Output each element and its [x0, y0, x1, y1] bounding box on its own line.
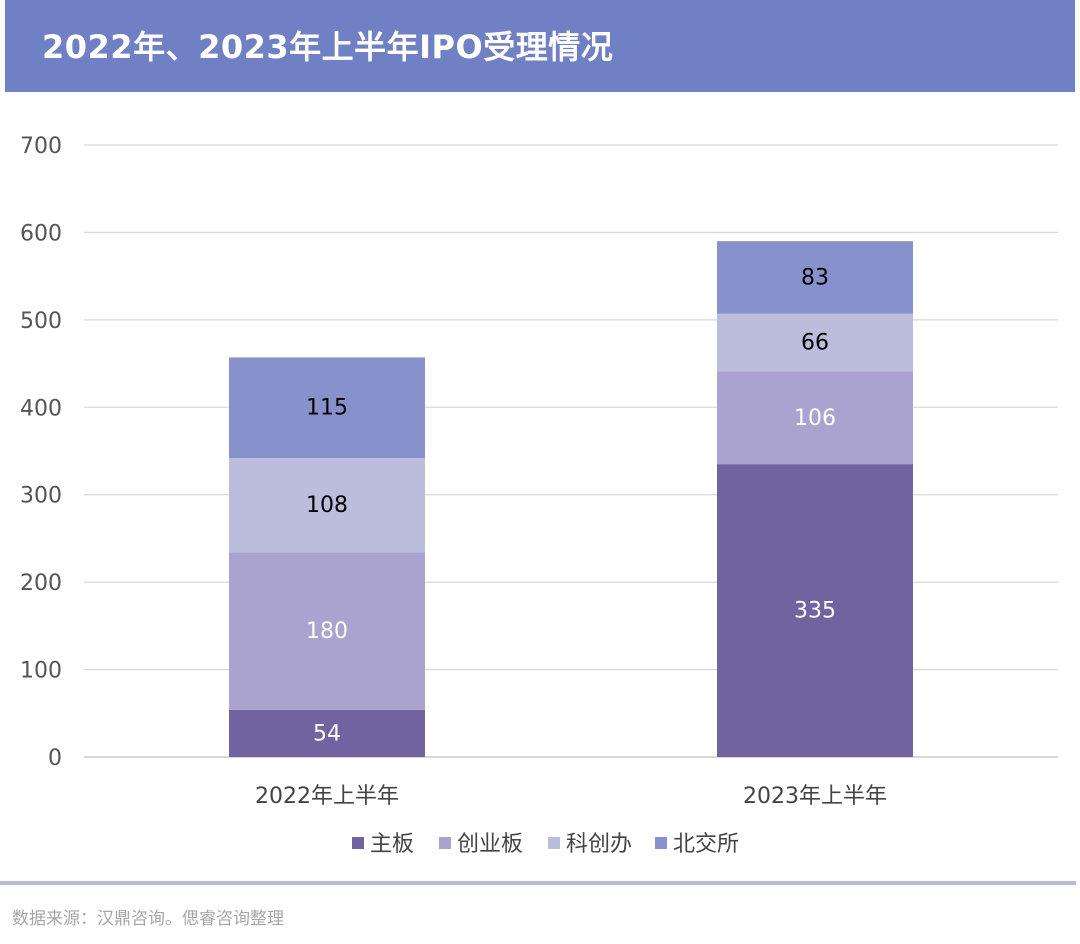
legend-label: 创业板 — [457, 832, 523, 857]
bar-segment — [229, 552, 425, 710]
source-note: 数据来源：汉鼎咨询。偲睿咨询整理 — [12, 909, 284, 929]
footer-divider — [0, 881, 1076, 885]
y-tick-label: 0 — [48, 746, 62, 771]
page-title: 2022年、2023年上半年IPO受理情况 — [42, 28, 614, 66]
legend-swatch — [548, 837, 560, 849]
data-label: 335 — [794, 599, 836, 624]
legend-label: 主板 — [370, 832, 414, 857]
legend-swatch — [439, 837, 451, 849]
y-tick-label: 200 — [20, 571, 62, 596]
data-label: 108 — [306, 493, 348, 518]
legend-swatch — [352, 837, 364, 849]
y-tick-label: 500 — [20, 309, 62, 334]
data-label: 115 — [306, 396, 348, 421]
y-tick-label: 400 — [20, 396, 62, 421]
bar-segment — [717, 313, 913, 372]
bar-segment — [717, 241, 913, 314]
y-tick-label: 300 — [20, 484, 62, 509]
bar-segment — [229, 357, 425, 458]
y-tick-label: 100 — [20, 659, 62, 684]
x-category-label: 2022年上半年 — [255, 784, 399, 809]
y-tick-label: 600 — [20, 221, 62, 246]
bar-segment — [717, 371, 913, 465]
y-tick-label: 700 — [20, 134, 62, 159]
legend-swatch — [655, 837, 667, 849]
bar-segment — [229, 457, 425, 553]
data-label: 106 — [794, 406, 836, 431]
data-label: 54 — [313, 721, 341, 746]
bar-segment — [717, 464, 913, 757]
stacked-bar-chart: 0 100 200 300 400 500 600 700 54 180 108 115 2022年上半… — [20, 134, 1058, 857]
data-label: 83 — [801, 265, 829, 290]
data-label: 180 — [306, 619, 348, 644]
bar-segment — [229, 709, 425, 757]
data-label: 66 — [801, 331, 829, 356]
legend-label: 科创办 — [566, 832, 632, 857]
legend-label: 北交所 — [673, 832, 739, 857]
x-category-label: 2023年上半年 — [743, 784, 887, 809]
title-bar: 2022年、2023年上半年IPO受理情况 — [5, 0, 1075, 92]
